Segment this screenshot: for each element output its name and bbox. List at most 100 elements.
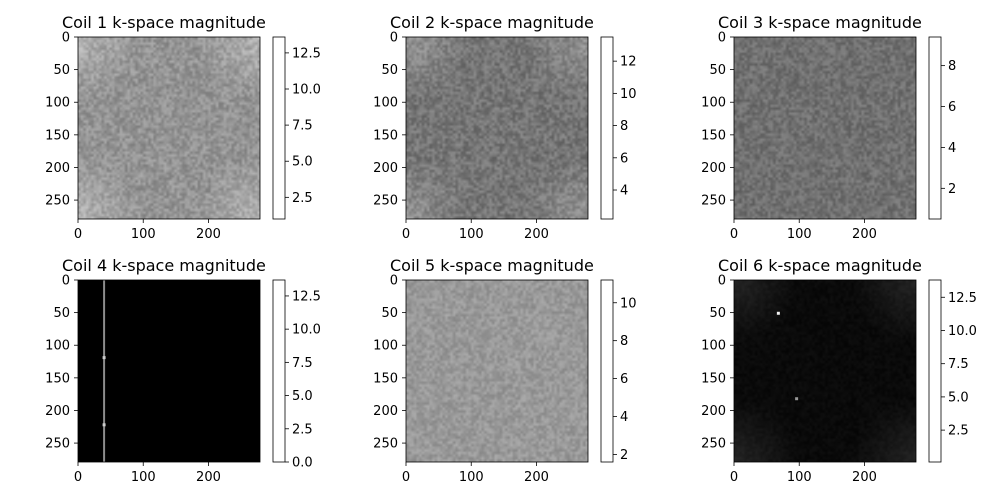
bright-spot [102,356,106,360]
y-tick-label: 250 [373,437,398,452]
y-tick-label: 0 [390,31,398,46]
y-tick-label: 150 [701,128,726,143]
axes-frame [405,36,589,220]
colorbar-tick-label: 5.0 [292,389,313,404]
y-tick-label: 150 [373,128,398,143]
y-tick-label: 50 [709,306,726,321]
y-tick-label: 100 [373,96,398,111]
y-tick-label: 50 [381,63,398,78]
bright-spot [776,311,780,315]
colorbar-tick-label: 10.0 [292,323,321,338]
panel-title: Coil 1 k-space magnitude [62,13,266,32]
x-tick-label: 100 [131,227,156,242]
colorbar-tick-label: 10.0 [292,83,321,98]
colorbar-tick-label: 6 [620,372,628,387]
y-tick-label: 200 [45,404,70,419]
y-tick-label: 150 [45,128,70,143]
x-tick-label: 200 [524,227,549,242]
x-tick-label: 100 [131,470,156,485]
y-tick-label: 150 [45,371,70,386]
bright-spot [795,397,799,401]
kspace-image [406,37,588,219]
y-tick-label: 200 [701,161,726,176]
colorbar-tick-label: 10.0 [948,324,977,339]
colorbar-tick-label: 4 [948,141,956,156]
colorbar-tick-label: 8 [620,119,628,134]
y-tick-label: 50 [381,306,398,321]
y-tick-label: 0 [62,31,70,46]
x-tick-label: 200 [852,227,877,242]
y-tick-label: 250 [701,437,726,452]
kspace-image [406,280,588,462]
panel-title: Coil 5 k-space magnitude [390,256,594,275]
kspace-image [78,280,260,462]
colorbar-tick-label: 0.0 [292,456,313,471]
kspace-image [78,37,260,219]
y-tick-label: 50 [709,63,726,78]
y-tick-label: 100 [373,339,398,354]
colorbar-tick-label: 8 [620,334,628,349]
y-tick-label: 250 [701,194,726,209]
y-tick-label: 100 [45,339,70,354]
colorbar-tick-label: 4 [620,410,628,425]
colorbar-tick-label: 12 [620,55,637,70]
panel-title: Coil 6 k-space magnitude [718,256,922,275]
colorbar-tick-label: 5.0 [948,390,969,405]
panel-title: Coil 2 k-space magnitude [390,13,594,32]
y-tick-label: 100 [701,339,726,354]
y-tick-label: 150 [701,371,726,386]
colorbar-tick-label: 6 [948,100,956,115]
x-tick-label: 0 [74,470,82,485]
y-tick-label: 250 [373,194,398,209]
colorbar-tick-label: 2 [620,448,628,463]
colorbar-tick-label: 10 [620,296,637,311]
kspace-image [734,37,916,219]
colorbar-tick-label: 10 [620,87,637,102]
y-tick-label: 200 [701,404,726,419]
x-tick-label: 200 [852,470,877,485]
colorbar [272,279,286,463]
panel-title: Coil 4 k-space magnitude [62,256,266,275]
y-tick-label: 250 [45,437,70,452]
x-tick-label: 100 [787,227,812,242]
y-tick-label: 100 [45,96,70,111]
x-tick-label: 100 [459,470,484,485]
colorbar-tick-label: 12.5 [292,289,321,304]
y-tick-label: 200 [45,161,70,176]
x-tick-label: 200 [196,227,221,242]
colorbar [600,36,614,220]
y-tick-label: 100 [701,96,726,111]
colorbar-tick-label: 2.5 [292,191,313,206]
y-tick-label: 200 [373,404,398,419]
colorbar-tick-label: 7.5 [292,119,313,134]
y-tick-label: 0 [718,274,726,289]
axes-frame [77,36,261,220]
axes-frame [77,279,261,463]
colorbar-tick-label: 12.5 [948,291,977,306]
y-tick-label: 0 [62,274,70,289]
colorbar-tick-label: 7.5 [292,356,313,371]
colorbar [928,279,942,463]
panel-title: Coil 3 k-space magnitude [718,13,922,32]
colorbar-tick-label: 4 [620,184,628,199]
kspace-image [734,280,916,462]
colorbar-tick-label: 5.0 [292,155,313,170]
x-tick-label: 0 [730,470,738,485]
y-tick-label: 250 [45,194,70,209]
y-tick-label: 0 [718,31,726,46]
colorbar-tick-label: 12.5 [292,46,321,61]
y-tick-label: 50 [53,306,70,321]
y-tick-label: 150 [373,371,398,386]
colorbar-tick-label: 2.5 [292,422,313,437]
colorbar-tick-label: 2 [948,182,956,197]
y-tick-label: 0 [390,274,398,289]
x-tick-label: 0 [74,227,82,242]
colorbar [600,279,614,463]
axes-frame [733,279,917,463]
